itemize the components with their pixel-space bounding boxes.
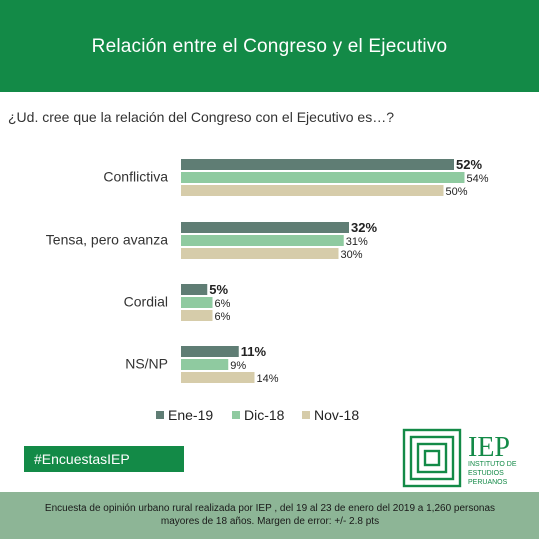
iep-emblem-icon xyxy=(402,428,462,488)
data-label: 52% xyxy=(456,157,482,172)
bar xyxy=(181,359,229,370)
data-label: 6% xyxy=(215,298,231,310)
iep-logo: IEP INSTITUTO DE ESTUDIOS PERUANOS xyxy=(402,428,517,488)
chart-title: Relación entre el Congreso y el Ejecutiv… xyxy=(91,36,448,57)
data-label: 50% xyxy=(446,186,468,198)
legend-swatch xyxy=(232,411,240,419)
footer-line-1: Encuesta de opinión urbano rural realiza… xyxy=(44,503,496,514)
data-label: 54% xyxy=(467,173,489,185)
category-label: Tensa, pero avanza xyxy=(46,232,168,248)
bar xyxy=(181,248,339,259)
category-label: NS/NP xyxy=(125,356,168,372)
hashtag-badge: #EncuestasIEP xyxy=(24,446,184,472)
footer-bar: Encuesta de opinión urbano rural realiza… xyxy=(0,492,539,539)
footer-line-2: mayores de 18 años. Margen de error: +/-… xyxy=(160,516,380,527)
category-label: Conflictiva xyxy=(103,169,168,185)
bar xyxy=(181,284,208,295)
bar xyxy=(181,310,213,321)
bar xyxy=(181,297,213,308)
data-label: 11% xyxy=(241,344,267,359)
bar xyxy=(181,346,239,357)
category-label: Cordial xyxy=(124,294,168,310)
bar xyxy=(181,172,465,183)
bar xyxy=(181,159,454,170)
data-label: 5% xyxy=(209,282,228,297)
bar xyxy=(181,185,444,196)
data-label: 9% xyxy=(230,360,246,372)
logo-line2: ESTUDIOS xyxy=(468,470,504,477)
bar-chart: Conflictiva 52%54%50% Tensa, pero avanza 32… xyxy=(46,157,489,423)
footer-note: Encuesta de opinión urbano rural realiza… xyxy=(20,502,520,528)
legend-label: Nov-18 xyxy=(314,407,359,423)
data-label: 32% xyxy=(351,220,377,235)
data-label: 14% xyxy=(257,373,279,385)
logo-line3: PERUANOS xyxy=(468,479,508,486)
data-label: 31% xyxy=(346,236,368,248)
logo-line1: INSTITUTO DE xyxy=(468,461,517,468)
bar xyxy=(181,372,255,383)
legend-label: Dic-18 xyxy=(244,407,285,423)
header-bar xyxy=(0,0,539,92)
bar xyxy=(181,235,344,246)
legend-label: Ene-19 xyxy=(168,407,213,423)
bar xyxy=(181,222,349,233)
data-label: 30% xyxy=(341,249,363,261)
legend-swatch xyxy=(156,411,164,419)
logo-letters: IEP xyxy=(468,432,510,463)
survey-question: ¿Ud. cree que la relación del Congreso c… xyxy=(8,109,394,125)
legend-swatch xyxy=(302,411,310,419)
data-label: 6% xyxy=(215,311,231,323)
